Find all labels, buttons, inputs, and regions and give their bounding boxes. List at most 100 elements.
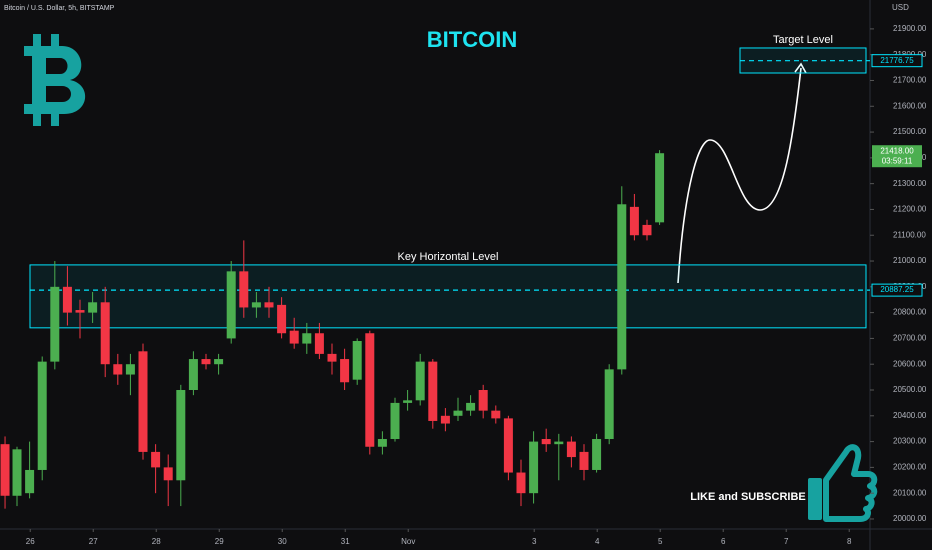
y-tick-label: 21700.00 <box>893 76 927 85</box>
projection-curve <box>677 67 802 284</box>
candle-body <box>176 390 186 481</box>
candle-body <box>163 467 173 481</box>
candle-body <box>125 364 135 375</box>
y-tick-label: 21500.00 <box>893 127 927 136</box>
candle-body <box>113 364 123 375</box>
candle-body <box>62 286 72 313</box>
candle-body <box>440 415 450 424</box>
y-tick-label: 20200.00 <box>893 462 927 471</box>
x-tick-label: 8 <box>847 537 852 546</box>
level-zone <box>29 264 867 329</box>
candle-body <box>340 359 350 383</box>
last-price-label: 21418.00 <box>880 146 914 155</box>
candle-body <box>516 472 526 494</box>
x-tick-label: 28 <box>152 537 161 546</box>
level-price-box <box>871 283 923 297</box>
candle-body <box>566 441 576 458</box>
thumb-icon <box>808 444 878 522</box>
bitcoin-logo <box>24 34 86 126</box>
x-tick-label: Nov <box>401 537 415 546</box>
x-tick-label: 6 <box>721 537 726 546</box>
candle-body <box>188 359 198 391</box>
candle-body <box>0 444 10 496</box>
candle-body <box>642 224 652 236</box>
y-tick-label: 21100.00 <box>893 230 926 239</box>
last-price-box <box>872 145 922 168</box>
candle-body <box>453 410 463 416</box>
candle-body <box>352 340 362 380</box>
candle-body <box>12 449 22 496</box>
candle-body <box>592 439 602 470</box>
level-price-box <box>871 54 923 68</box>
candle-body <box>579 451 589 470</box>
candle-body <box>201 359 211 365</box>
x-tick-label: 7 <box>784 537 789 546</box>
y-tick-label: 20800.00 <box>893 308 927 317</box>
candle-body <box>50 286 60 362</box>
x-tick-label: 31 <box>341 537 350 546</box>
candle-body <box>264 302 274 308</box>
candle-body <box>428 361 438 421</box>
candle-body <box>289 330 299 344</box>
candle-body <box>365 333 375 447</box>
candle-body <box>302 333 312 344</box>
candle-body <box>478 390 488 411</box>
annotation: LIKE and SUBSCRIBE <box>690 491 806 503</box>
candle-body <box>226 271 236 339</box>
candle-body <box>100 302 110 365</box>
x-tick-label: 27 <box>89 537 98 546</box>
candle-body <box>554 441 564 445</box>
y-tick-label: 20000.00 <box>893 514 927 523</box>
y-tick-label: 20100.00 <box>893 488 927 497</box>
y-tick-label: 21200.00 <box>893 205 927 214</box>
candle-body <box>88 302 98 313</box>
candle-body <box>327 353 337 362</box>
x-tick-label: 26 <box>26 537 35 546</box>
candle-body <box>390 402 400 440</box>
y-tick-label: 21600.00 <box>893 101 927 110</box>
level-label: Target Level <box>773 34 833 46</box>
y-tick-label: 20300.00 <box>893 437 927 446</box>
candle-body <box>491 410 501 419</box>
header: Bitcoin / U.S. Dollar, 5h, BITSTAMP <box>4 5 115 12</box>
y-tick-label: 20600.00 <box>893 359 927 368</box>
candle-body <box>655 153 665 223</box>
currency: USD <box>892 3 909 12</box>
candle-body <box>37 361 47 470</box>
level-price-label: 20887.25 <box>880 285 914 294</box>
candle-body <box>239 271 249 308</box>
x-tick-label: 5 <box>658 537 663 546</box>
level-label: Key Horizontal Level <box>398 251 499 263</box>
candle-body <box>151 451 161 468</box>
candle-body <box>377 439 387 447</box>
candle-body <box>503 418 513 473</box>
candle-body <box>277 304 287 334</box>
countdown: 03:59:11 <box>882 156 913 165</box>
candle-body <box>214 359 224 365</box>
candle-body <box>138 351 148 452</box>
candle-body <box>314 333 324 354</box>
candle-body <box>75 310 85 313</box>
candle-body <box>604 369 614 440</box>
candle-body <box>617 204 627 370</box>
candle-body <box>466 402 476 411</box>
candle-body <box>629 206 639 236</box>
x-tick-label: 4 <box>595 537 600 546</box>
candle-body <box>25 469 35 494</box>
candle-body <box>251 302 261 308</box>
candle-body <box>403 400 413 403</box>
y-tick-label: 21300.00 <box>893 179 927 188</box>
level-price-label: 21776.75 <box>880 56 914 65</box>
y-tick-label: 21000.00 <box>893 256 927 265</box>
y-tick-label: 20500.00 <box>893 385 927 394</box>
chart-title: BITCOIN <box>427 27 517 52</box>
x-tick-label: 30 <box>278 537 287 546</box>
y-tick-label: 20400.00 <box>893 411 927 420</box>
candle-body <box>541 439 551 445</box>
projection-arrowhead <box>794 62 807 74</box>
x-tick-label: 3 <box>532 537 537 546</box>
x-tick-label: 29 <box>215 537 224 546</box>
candle-body <box>529 441 539 494</box>
y-tick-label: 20700.00 <box>893 334 927 343</box>
